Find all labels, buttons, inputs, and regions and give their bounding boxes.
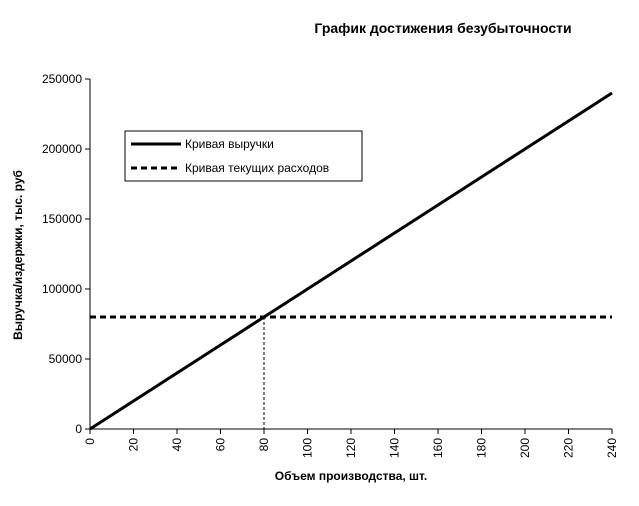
y-tick-label: 100000	[42, 282, 82, 296]
x-tick-label: 240	[605, 438, 619, 458]
x-tick-label: 20	[127, 438, 141, 452]
chart-title: График достижения безубыточности	[314, 20, 571, 36]
y-tick-label: 50000	[49, 352, 83, 366]
x-tick-label: 180	[475, 438, 489, 458]
y-tick-label: 200000	[42, 142, 82, 156]
series-revenue-line	[89, 91, 613, 431]
x-tick-label: 220	[562, 438, 576, 458]
x-tick-label: 40	[170, 438, 184, 452]
legend-box	[124, 130, 363, 182]
x-tick-label: 0	[83, 438, 97, 445]
x-axis-label: Объем производства, шт.	[275, 469, 427, 483]
y-tick-label: 150000	[42, 212, 82, 226]
legend-entry-label: Кривая выручки	[185, 137, 274, 151]
x-tick-label: 140	[388, 438, 402, 458]
x-tick-label: 100	[301, 438, 315, 458]
x-tick-label: 160	[431, 438, 445, 458]
x-tick-label: 60	[214, 438, 228, 452]
plot-area: 0 50000 100000 150000 200000 250000 0 20 40 60 80 1…	[42, 72, 619, 458]
y-tick-label: 0	[75, 422, 82, 436]
legend-entry-label: Кривая текущих расходов	[185, 161, 329, 175]
y-tick-label: 250000	[42, 72, 82, 86]
x-tick-label: 120	[344, 438, 358, 458]
x-tick-label: 80	[257, 438, 271, 452]
y-axis-label: Выручка/издержки, тыс. руб	[11, 170, 25, 340]
x-tick-label: 200	[518, 438, 532, 458]
